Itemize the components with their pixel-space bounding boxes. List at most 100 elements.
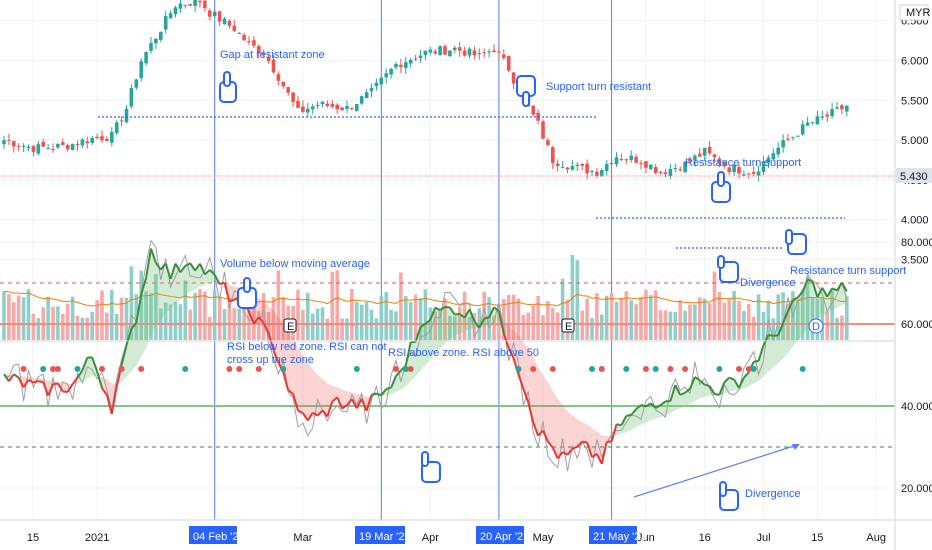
rsi-line-segment xyxy=(209,269,216,276)
candle-body xyxy=(815,116,820,125)
candle-body xyxy=(110,131,114,143)
rsi-line-segment xyxy=(81,357,89,371)
candle-body xyxy=(678,169,682,171)
rsi-band-fill xyxy=(62,382,68,392)
candle-body xyxy=(443,46,447,55)
annotation-resistance-turn-support-2: Resistance turn support xyxy=(790,265,906,277)
volume-bar xyxy=(423,289,428,340)
volume-bar xyxy=(835,317,839,340)
candle-body xyxy=(369,87,374,92)
candle-body xyxy=(653,167,658,173)
rsi-band-fill xyxy=(307,363,313,421)
rsi-line-segment xyxy=(738,377,745,389)
rsi-line-segment xyxy=(287,389,294,395)
rsi-band-fill xyxy=(180,265,186,300)
candle-body xyxy=(203,0,207,9)
rsi-line-segment xyxy=(493,306,500,312)
signal-dot xyxy=(549,366,556,372)
rsi-band-fill xyxy=(278,316,284,373)
rsi-line-segment xyxy=(110,386,118,415)
candle-body xyxy=(335,104,339,110)
volume-bar xyxy=(810,298,815,340)
candle-body xyxy=(296,100,300,108)
rsi-line-segment xyxy=(404,341,412,366)
rsi-band-fill xyxy=(155,262,161,327)
rsi-line-segment xyxy=(371,392,377,396)
rsi-line-segment xyxy=(155,262,162,271)
rsi-band-fill xyxy=(293,338,298,411)
date-label-1: 04 Feb '21 xyxy=(193,531,245,543)
rsi-band-fill xyxy=(675,384,681,411)
rsi-line-segment xyxy=(762,334,770,346)
signal-dot xyxy=(54,366,61,372)
candle-body xyxy=(580,163,584,166)
candle-body xyxy=(747,173,751,175)
rsi-band-fill xyxy=(136,294,142,366)
rsi-line-segment xyxy=(562,451,568,456)
dividend-marker[interactable]: D xyxy=(812,321,820,333)
rsi-band-fill xyxy=(464,309,470,332)
rsi-line-segment xyxy=(145,248,152,278)
volume-bar xyxy=(472,312,477,340)
volume-bar xyxy=(266,312,271,340)
rsi-line-segment xyxy=(331,396,338,403)
volume-bar xyxy=(619,297,624,340)
rsi-line-segment xyxy=(184,262,191,267)
rsi-band-fill xyxy=(440,306,445,349)
volume-bar xyxy=(418,298,423,340)
rsi-band-fill xyxy=(459,313,465,334)
candle-body xyxy=(673,167,678,169)
rsi-line-segment xyxy=(42,381,50,396)
signal-dot xyxy=(138,366,145,372)
candle-body xyxy=(134,79,139,88)
annotation-gap: Gap at resistant zone xyxy=(220,49,325,61)
rsi-line-segment xyxy=(17,377,25,388)
rsi-line-segment xyxy=(610,423,618,442)
candle-body xyxy=(291,92,295,102)
rsi-band-fill xyxy=(807,279,813,329)
volume-bar xyxy=(820,297,825,340)
candle-body xyxy=(506,56,511,71)
rsi-line-segment xyxy=(650,402,657,409)
rsi-band-fill xyxy=(302,355,308,421)
candle-body xyxy=(12,141,16,147)
rsi-tick-label: 60.000 xyxy=(901,319,932,331)
volume-bar xyxy=(629,300,633,340)
signal-dot xyxy=(530,366,537,372)
candle-body xyxy=(51,149,55,151)
rsi-line-segment xyxy=(449,306,456,316)
rsi-band-fill xyxy=(405,342,411,387)
price-tick-label: 5.000 xyxy=(901,135,929,147)
rsi-line-segment xyxy=(120,344,128,366)
volume-bar xyxy=(737,300,741,340)
volume-bar xyxy=(105,312,109,340)
candle-body xyxy=(800,124,805,135)
rsi-band-fill xyxy=(773,335,779,368)
candle-body xyxy=(198,0,202,3)
volume-bar xyxy=(65,303,70,340)
volume-bar xyxy=(487,297,491,340)
earnings-marker-1[interactable]: E xyxy=(287,321,294,333)
earnings-marker-2[interactable]: E xyxy=(565,321,572,333)
rsi-band-fill xyxy=(288,331,294,395)
signal-dot xyxy=(652,366,659,372)
rsi-band-fill xyxy=(121,345,127,382)
rsi-line-segment xyxy=(497,310,505,334)
volume-bar xyxy=(796,301,800,340)
rsi-line-segment xyxy=(380,388,387,396)
rsi-tick-label: 20.000 xyxy=(901,483,932,495)
volume-bar xyxy=(644,289,648,340)
volume-bar xyxy=(26,289,31,340)
rsi-band-fill xyxy=(268,305,274,351)
rsi-band-fill xyxy=(587,424,592,458)
rsi-line-segment xyxy=(626,413,632,417)
rsi-line-segment xyxy=(174,262,182,273)
rsi-raw-line xyxy=(3,239,848,472)
rsi-line-segment xyxy=(105,394,113,415)
candle-body xyxy=(384,73,388,78)
rsi-line-segment xyxy=(714,393,720,396)
candle-body xyxy=(56,144,60,148)
candle-body xyxy=(36,144,41,154)
rsi-line-segment xyxy=(674,384,682,396)
rsi-line-segment xyxy=(414,326,422,343)
